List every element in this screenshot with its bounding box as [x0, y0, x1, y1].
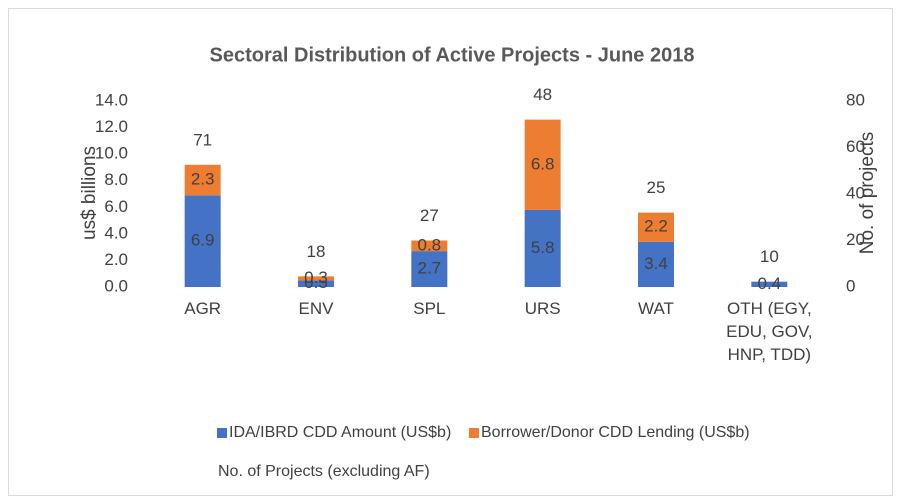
y-tick-label: 10.0: [95, 144, 128, 163]
project-count-label: 27: [420, 206, 439, 225]
y-tick-label: 12.0: [95, 117, 128, 136]
y2-tick-label: 60: [846, 137, 865, 156]
data-label: 6.9: [191, 231, 215, 250]
x-tick-label: OTH (EGY, EDU, GOV, HNP, TDD): [726, 299, 813, 364]
legend-swatch: [469, 428, 479, 438]
data-label: 2.7: [418, 259, 442, 278]
x-tick-label: WAT: [638, 299, 674, 318]
bar-segment: [298, 280, 334, 287]
y2-tick-label: 20: [846, 230, 865, 249]
y2-tick-label: 40: [846, 183, 865, 202]
data-label: 6.8: [531, 154, 555, 173]
data-label: 5.8: [531, 238, 555, 257]
chart-border: [8, 8, 893, 496]
project-count-label: 48: [533, 85, 552, 104]
y-tick-label: 14.0: [95, 90, 128, 109]
bar-segment: [524, 209, 561, 287]
bar-segment: [184, 164, 221, 196]
bar-segment: [411, 240, 448, 252]
legend-swatch: [217, 428, 227, 438]
project-count-label: 25: [647, 178, 666, 197]
y-tick-label: 0.0: [104, 276, 128, 295]
bar-segment: [411, 251, 448, 287]
bar-segment: [524, 119, 561, 210]
y-tick-label: 6.0: [104, 197, 128, 216]
y-axis-title: us$ billions: [79, 146, 100, 240]
y-tick-label: 4.0: [104, 223, 128, 242]
project-count-label: 18: [307, 242, 326, 261]
data-label: 0.8: [418, 235, 442, 254]
y2-tick-label: 80: [846, 90, 865, 109]
bar-segment: [638, 241, 674, 287]
data-label: 0.3: [304, 268, 328, 287]
y-tick-label: 8.0: [104, 170, 128, 189]
x-tick-label: ENV: [298, 299, 334, 318]
y-tick-label: 2.0: [104, 250, 128, 269]
bar-segment: [638, 212, 674, 242]
chart-title: Sectoral Distribution of Active Projects…: [210, 44, 695, 66]
bar-segment: [184, 195, 221, 287]
y2-axis-title: No. of projects: [857, 132, 878, 255]
project-count-label: 10: [760, 247, 779, 266]
data-label: 2.2: [644, 217, 668, 236]
x-tick-label: URS: [524, 299, 561, 318]
x-tick-label: SPL: [413, 299, 446, 318]
x-tick-label: AGR: [184, 299, 222, 318]
data-label: 3.4: [644, 254, 668, 273]
data-label: 0.4: [758, 274, 782, 293]
project-count-label: 71: [193, 130, 212, 149]
data-label: 2.3: [191, 170, 215, 189]
legend-label: No. of Projects (excluding AF): [218, 463, 430, 480]
legend-label: Borrower/Donor CDD Lending (US$b): [481, 424, 750, 441]
y2-tick-label: 0: [846, 276, 855, 295]
bar-segment: [751, 281, 788, 287]
legend-label: IDA/IBRD CDD Amount (US$b): [229, 424, 451, 441]
bar-segment: [298, 276, 334, 281]
